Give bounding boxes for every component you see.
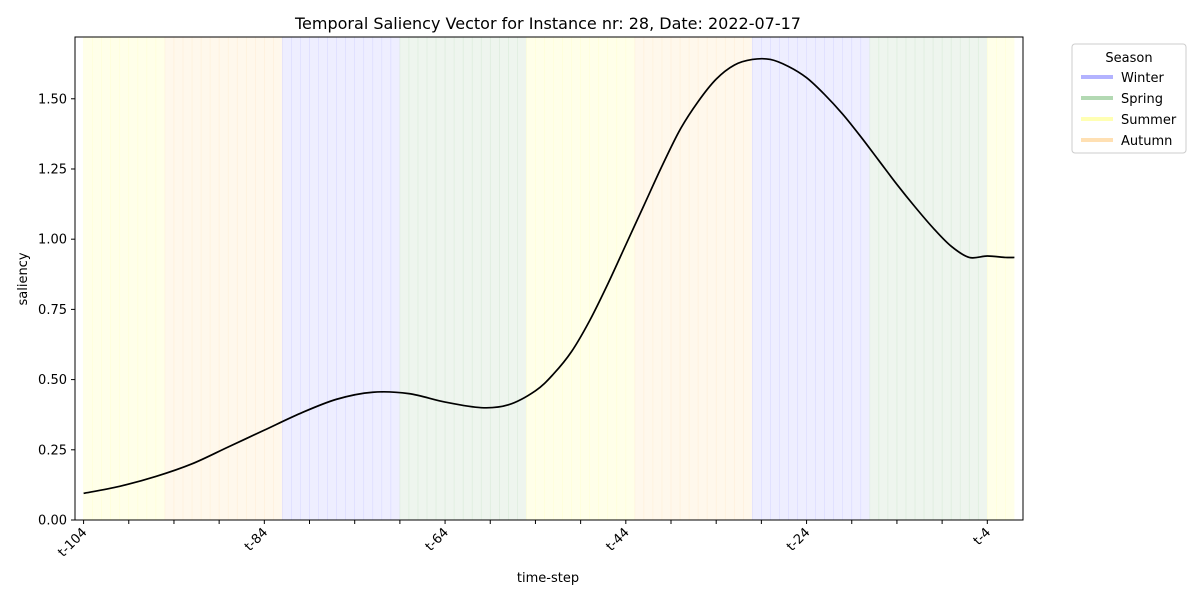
- season-band-winter: [752, 37, 870, 520]
- legend-label-winter: Winter: [1121, 71, 1165, 86]
- y-tick-label: 0.75: [38, 303, 67, 318]
- legend-label-autumn: Autumn: [1121, 134, 1172, 149]
- x-tick-label: t-4: [971, 525, 994, 548]
- season-band-summer: [526, 37, 635, 520]
- x-axis-label: time-step: [517, 571, 579, 586]
- y-tick-label: 1.50: [38, 92, 67, 107]
- season-bands: [83, 37, 1015, 520]
- x-tick-label: t-104: [55, 525, 90, 560]
- legend-label-summer: Summer: [1121, 113, 1177, 128]
- chart-title: Temporal Saliency Vector for Instance nr…: [294, 14, 801, 33]
- season-band-autumn: [164, 37, 283, 520]
- x-tick-label: t-84: [242, 525, 271, 554]
- saliency-line-group: [83, 57, 1015, 495]
- y-axis: 0.00 0.25 0.50 0.75 1.00 1.25 1.50: [38, 92, 75, 529]
- y-axis-label: saliency: [16, 252, 31, 305]
- x-axis: t-104 t-84 t-64 t-44 t-24 t-4: [55, 520, 994, 560]
- season-band-spring: [869, 37, 988, 520]
- legend-entries: Winter Spring Summer Autumn: [1081, 71, 1177, 149]
- season-band-autumn: [634, 37, 753, 520]
- x-tick-label: t-64: [423, 525, 452, 554]
- saliency-line: [83, 57, 1015, 495]
- season-band-spring: [399, 37, 527, 520]
- legend-label-spring: Spring: [1121, 92, 1163, 107]
- plot-frame: [74, 36, 1024, 521]
- legend-box: [1071, 43, 1187, 154]
- x-tick-label: t-24: [784, 525, 813, 554]
- y-tick-label: 0.50: [38, 373, 67, 388]
- legend-title: Season: [1105, 51, 1152, 66]
- season-band-summer: [83, 37, 165, 520]
- season-band-winter: [282, 37, 400, 520]
- y-tick-label: 1.00: [38, 233, 67, 248]
- y-tick-label: 0.00: [38, 514, 67, 529]
- x-tick-label: t-44: [603, 525, 632, 554]
- season-band-summer: [987, 37, 1015, 520]
- legend: Season Winter Spring Summer Autumn: [1071, 43, 1187, 154]
- y-tick-label: 1.25: [38, 162, 67, 177]
- y-tick-label: 0.25: [38, 443, 67, 458]
